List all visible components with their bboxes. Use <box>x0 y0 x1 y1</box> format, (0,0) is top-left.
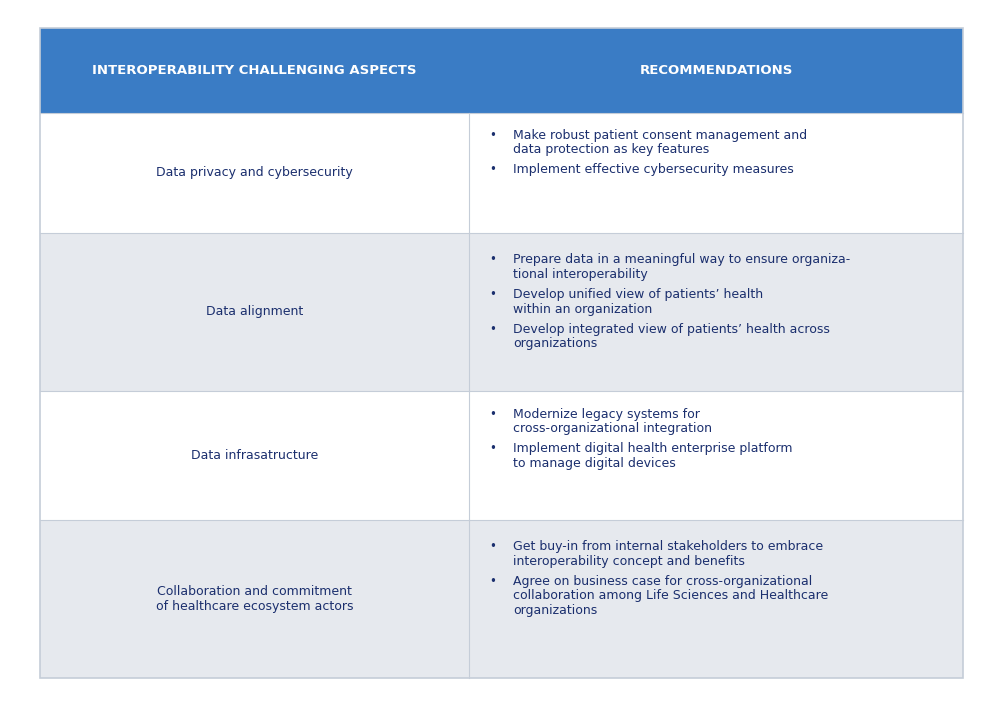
Text: Implement digital health enterprise platform: Implement digital health enterprise plat… <box>513 442 793 455</box>
Text: Data alignment: Data alignment <box>205 306 303 318</box>
Text: •: • <box>488 253 495 266</box>
Text: Get buy-in from internal stakeholders to embrace: Get buy-in from internal stakeholders to… <box>513 540 823 554</box>
Bar <box>40 113 962 233</box>
Text: Implement effective cybersecurity measures: Implement effective cybersecurity measur… <box>513 163 794 176</box>
Text: Data infrasatructure: Data infrasatructure <box>190 449 318 462</box>
Text: •: • <box>488 442 495 455</box>
Text: data protection as key features: data protection as key features <box>513 143 709 156</box>
Text: •: • <box>488 288 495 301</box>
Bar <box>40 520 962 678</box>
Text: •: • <box>488 540 495 554</box>
Text: collaboration among Life Sciences and Healthcare: collaboration among Life Sciences and He… <box>513 590 828 602</box>
Text: Collaboration and commitment
of healthcare ecosystem actors: Collaboration and commitment of healthca… <box>155 585 353 613</box>
Text: Data privacy and cybersecurity: Data privacy and cybersecurity <box>156 167 353 179</box>
Bar <box>40 28 962 113</box>
Text: to manage digital devices: to manage digital devices <box>513 457 675 470</box>
Text: within an organization: within an organization <box>513 303 652 316</box>
Text: •: • <box>488 323 495 335</box>
Text: Modernize legacy systems for: Modernize legacy systems for <box>513 407 699 421</box>
Text: RECOMMENDATIONS: RECOMMENDATIONS <box>638 64 792 77</box>
Text: interoperability concept and benefits: interoperability concept and benefits <box>513 555 744 568</box>
Text: •: • <box>488 128 495 141</box>
Text: organizations: organizations <box>513 604 597 617</box>
Text: cross-organizational integration: cross-organizational integration <box>513 422 711 436</box>
Text: Develop unified view of patients’ health: Develop unified view of patients’ health <box>513 288 763 301</box>
Text: INTEROPERABILITY CHALLENGING ASPECTS: INTEROPERABILITY CHALLENGING ASPECTS <box>92 64 417 77</box>
Text: •: • <box>488 163 495 176</box>
Text: tional interoperability: tional interoperability <box>513 268 647 281</box>
Text: Develop integrated view of patients’ health across: Develop integrated view of patients’ hea… <box>513 323 830 335</box>
Text: organizations: organizations <box>513 337 597 350</box>
Text: Agree on business case for cross-organizational: Agree on business case for cross-organiz… <box>513 575 812 588</box>
Bar <box>40 233 962 391</box>
Text: •: • <box>488 407 495 421</box>
Text: Make robust patient consent management and: Make robust patient consent management a… <box>513 128 807 141</box>
Bar <box>40 391 962 520</box>
Text: •: • <box>488 575 495 588</box>
Text: Prepare data in a meaningful way to ensure organiza-: Prepare data in a meaningful way to ensu… <box>513 253 850 266</box>
